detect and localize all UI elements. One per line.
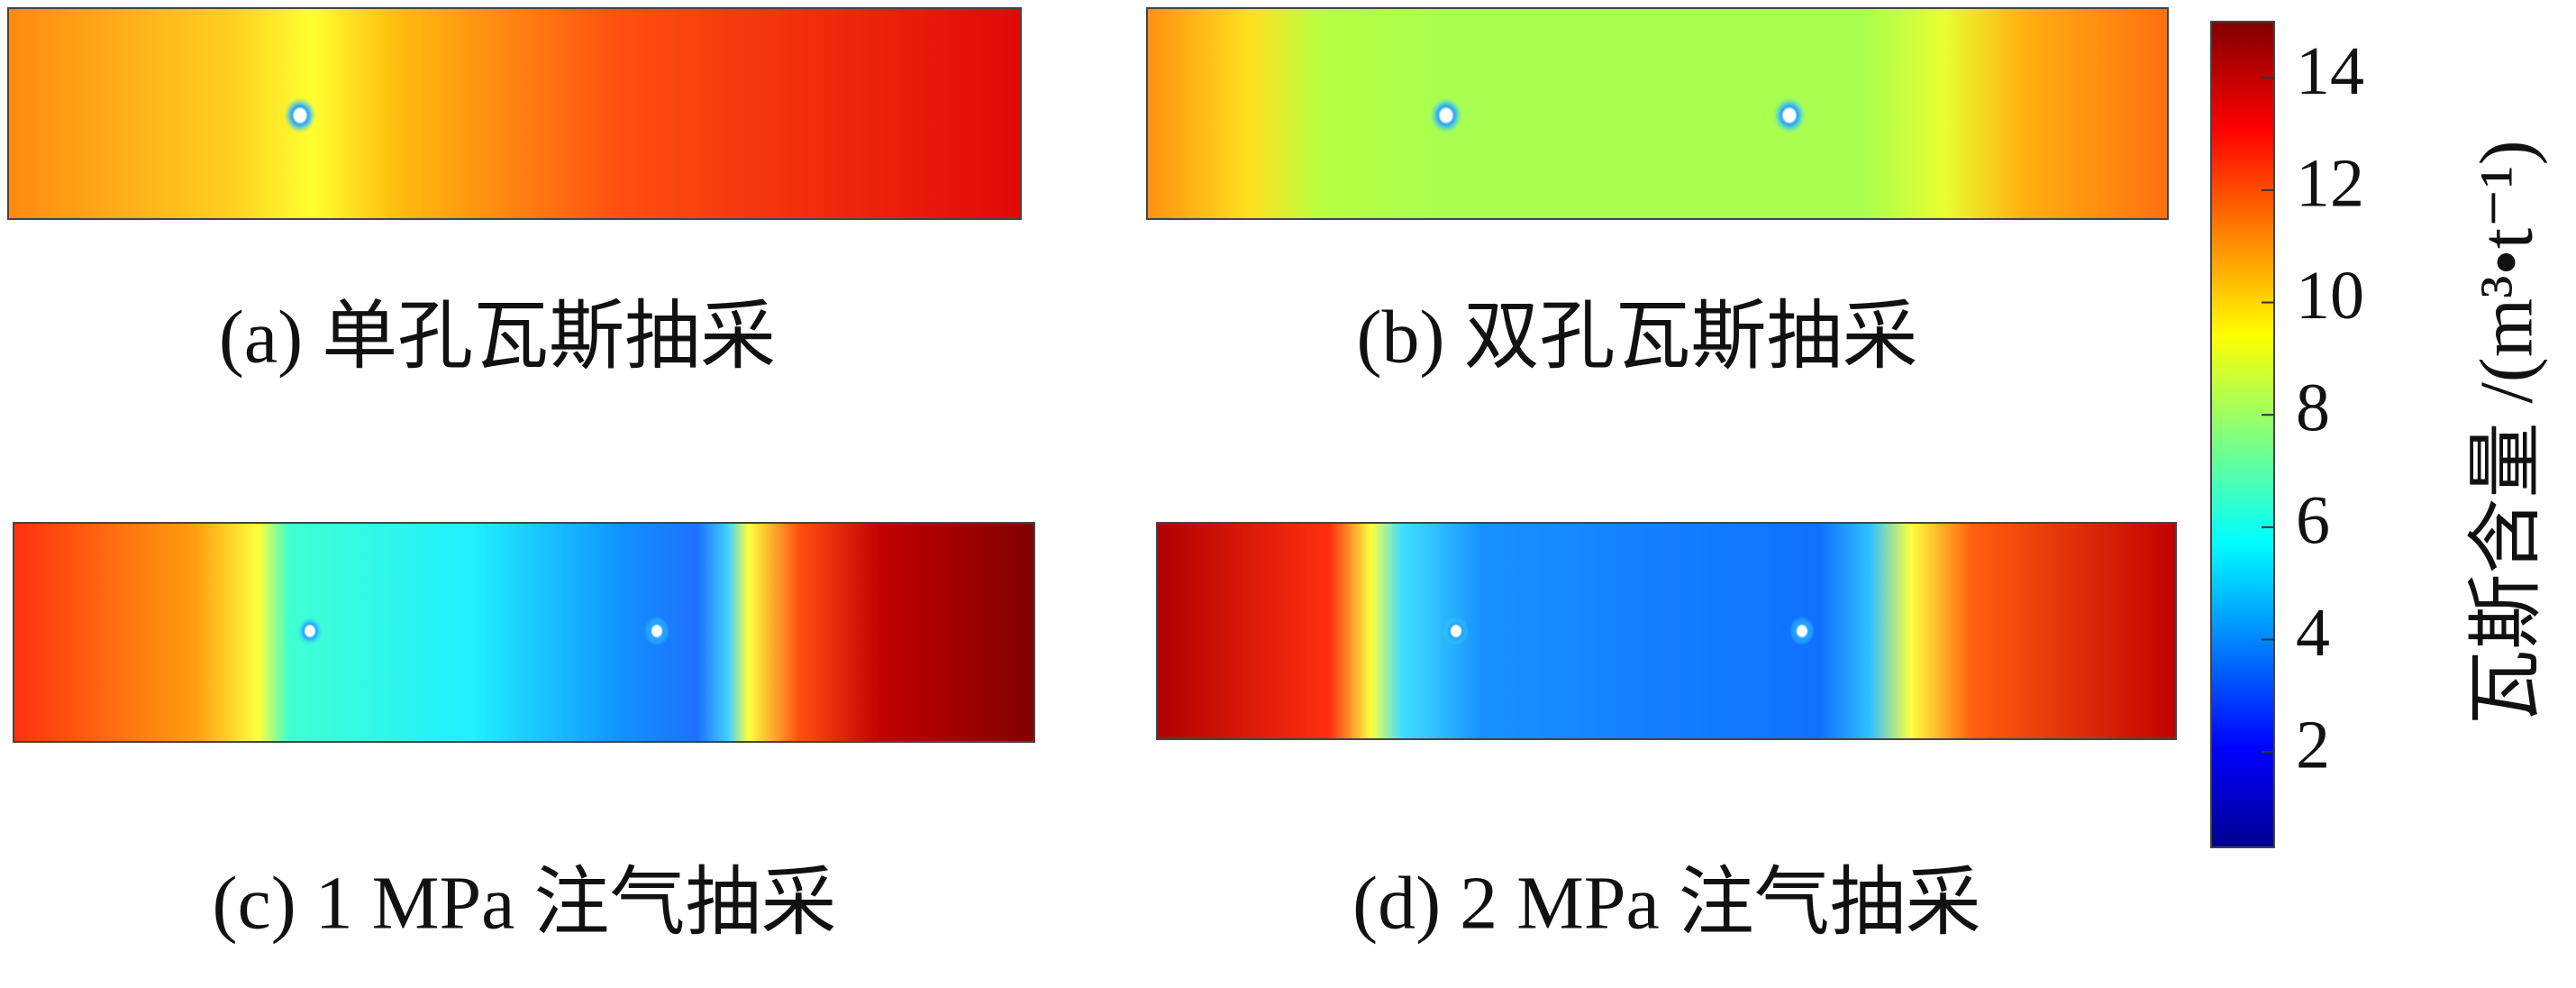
well <box>1430 97 1462 133</box>
caption: (a) 单孔瓦斯抽采 <box>219 295 776 379</box>
colorbar <box>2210 21 2275 848</box>
well <box>1789 617 1815 645</box>
tick-label: 12 <box>2296 145 2364 221</box>
caption: (c) 1 MPa 注气抽采 <box>213 861 837 945</box>
field-c <box>13 522 1035 743</box>
colorbar-label: 瓦斯含量 /(m³•t⁻¹) <box>2464 140 2548 725</box>
well <box>644 617 669 645</box>
caption: (b) 双孔瓦斯抽采 <box>1357 295 1918 379</box>
tick-label: 14 <box>2296 33 2364 109</box>
tick-label: 8 <box>2296 370 2330 446</box>
well <box>1443 617 1469 645</box>
tick-label: 4 <box>2296 595 2330 671</box>
field-b <box>1146 7 2169 220</box>
caption: (d) 2 MPa 注气抽采 <box>1352 861 1981 945</box>
tick-label: 2 <box>2296 708 2330 783</box>
field-d <box>1156 522 2177 740</box>
tick-label: 6 <box>2296 482 2330 558</box>
tick-label: 10 <box>2296 258 2364 334</box>
well <box>297 617 323 645</box>
well <box>1773 97 1806 133</box>
field-a <box>7 7 1022 220</box>
well <box>284 97 316 133</box>
